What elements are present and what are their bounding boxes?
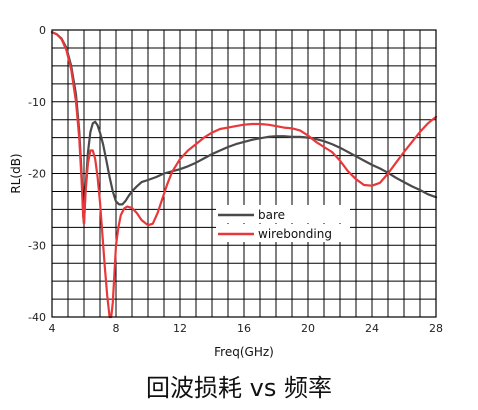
x-tick-labels: 4 8 12 16 20 24 28	[49, 322, 444, 335]
y-tick-label: -30	[28, 239, 46, 252]
legend-label-wirebonding: wirebonding	[258, 227, 332, 241]
legend: bare wirebonding	[216, 205, 350, 242]
legend-background	[216, 224, 350, 242]
series-lines	[50, 31, 438, 319]
x-tick-label: 4	[49, 322, 56, 335]
chart-caption: 回波损耗 vs 频率	[146, 374, 332, 402]
x-tick-label: 24	[365, 322, 379, 335]
plot-frame	[51, 29, 437, 318]
y-axis-label: RL(dB)	[9, 153, 23, 193]
x-tick-label: 8	[113, 322, 120, 335]
legend-background	[216, 205, 350, 223]
series-line-wirebonding	[50, 31, 438, 319]
y-tick-label: -10	[28, 96, 46, 109]
x-tick-label: 28	[429, 322, 443, 335]
x-axis-label: Freq(GHz)	[214, 345, 274, 359]
series-line-bare	[50, 31, 438, 225]
return-loss-chart: 4 8 12 16 20 24 28 0 -10 -20 -30 -40 Freq(GHz) RL(…	[9, 24, 444, 359]
x-tick-label: 20	[301, 322, 315, 335]
x-tick-label: 12	[173, 322, 187, 335]
legend-label-bare: bare	[258, 208, 285, 222]
x-tick-label: 16	[237, 322, 251, 335]
y-tick-label: -40	[28, 311, 46, 324]
y-tick-labels: 0 -10 -20 -30 -40	[28, 24, 46, 324]
y-tick-label: 0	[39, 24, 46, 37]
y-tick-label: -20	[28, 168, 46, 181]
